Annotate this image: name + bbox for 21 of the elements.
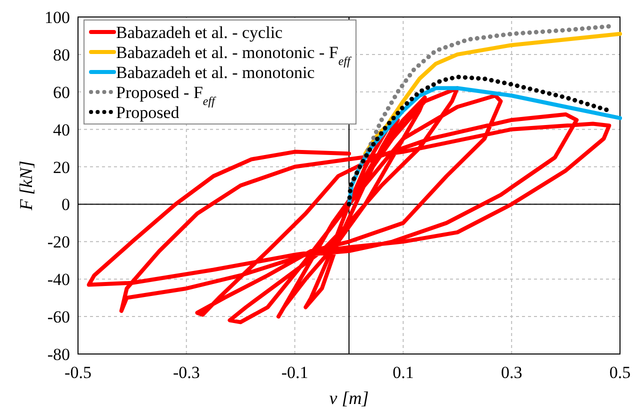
x-tick-label: 0.3 [500,363,522,382]
legend-label: Babazadeh et al. - monotonic [116,63,316,82]
x-tick-label: 0.5 [609,363,631,382]
x-tick-label: -0.1 [281,363,308,382]
y-tick-label: -80 [47,345,70,364]
y-tick-label: 0 [62,195,70,214]
y-tick-label: -20 [47,232,70,252]
x-tick-label: -0.5 [64,363,92,382]
legend-label: Proposed [116,103,180,122]
y-tick-label: 80 [53,45,70,64]
y-tick-label: 40 [53,120,70,140]
y-tick-label: -40 [47,270,70,290]
y-tick-label: 60 [53,82,70,102]
y-tick-label: -60 [47,308,70,327]
x-tick-label: -0.3 [172,363,200,382]
y-axis-title: F [kN] [16,160,36,212]
x-tick-label: 0.1 [392,363,414,382]
x-axis-title: v [m] [329,388,369,408]
legend-label: Babazadeh et al. - cyclic [116,23,284,42]
y-tick-label: 20 [53,158,70,177]
y-tick-label: 100 [44,8,70,27]
